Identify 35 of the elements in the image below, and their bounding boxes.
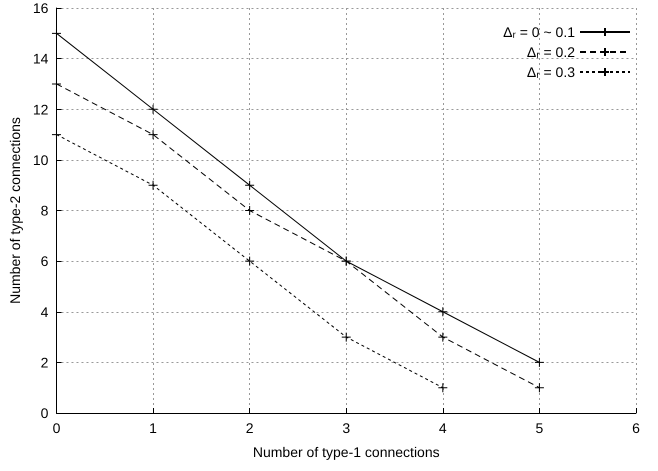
- point: [341, 332, 352, 342]
- point: [438, 382, 448, 393]
- y-tick-label: 12: [32, 101, 49, 118]
- legend-label: Δᵣ = 0 ~ 0.1: [503, 24, 576, 40]
- point: [148, 130, 158, 140]
- y-tick-label: 10: [32, 152, 49, 168]
- y-tick-label: 8: [40, 202, 49, 218]
- y-tick-label: 14: [32, 50, 49, 67]
- x-tick-label: 2: [246, 420, 254, 436]
- legend-label: Δᵣ = 0.3: [526, 64, 576, 80]
- x-tick-label: 4: [438, 420, 447, 436]
- x-tick-label: 3: [342, 420, 350, 436]
- y-tick-label: 4: [40, 304, 49, 320]
- x-tick-label: 0: [52, 420, 61, 436]
- point: [51, 28, 62, 38]
- point: [148, 104, 158, 114]
- y-axis-title: Number of type-2 connections: [7, 117, 23, 304]
- x-tick-label: 6: [632, 420, 640, 436]
- legend-label: Δᵣ = 0.2: [526, 44, 576, 60]
- point: [438, 306, 448, 317]
- y-tick-label: 0: [40, 405, 49, 421]
- x-tick-label: 1: [149, 420, 158, 436]
- point: [244, 206, 255, 216]
- point: [148, 180, 158, 190]
- y-tick-label: 2: [40, 354, 49, 370]
- point: [534, 357, 544, 368]
- y-tick-label: 16: [32, 0, 49, 16]
- point: [534, 382, 544, 393]
- x-axis-title: Number of type-1 connections: [252, 444, 440, 460]
- point: [438, 332, 448, 342]
- point: [244, 256, 255, 266]
- point: [51, 130, 62, 140]
- x-tick-label: 5: [536, 420, 544, 436]
- y-tick-label: 6: [40, 253, 49, 270]
- point: [244, 180, 255, 190]
